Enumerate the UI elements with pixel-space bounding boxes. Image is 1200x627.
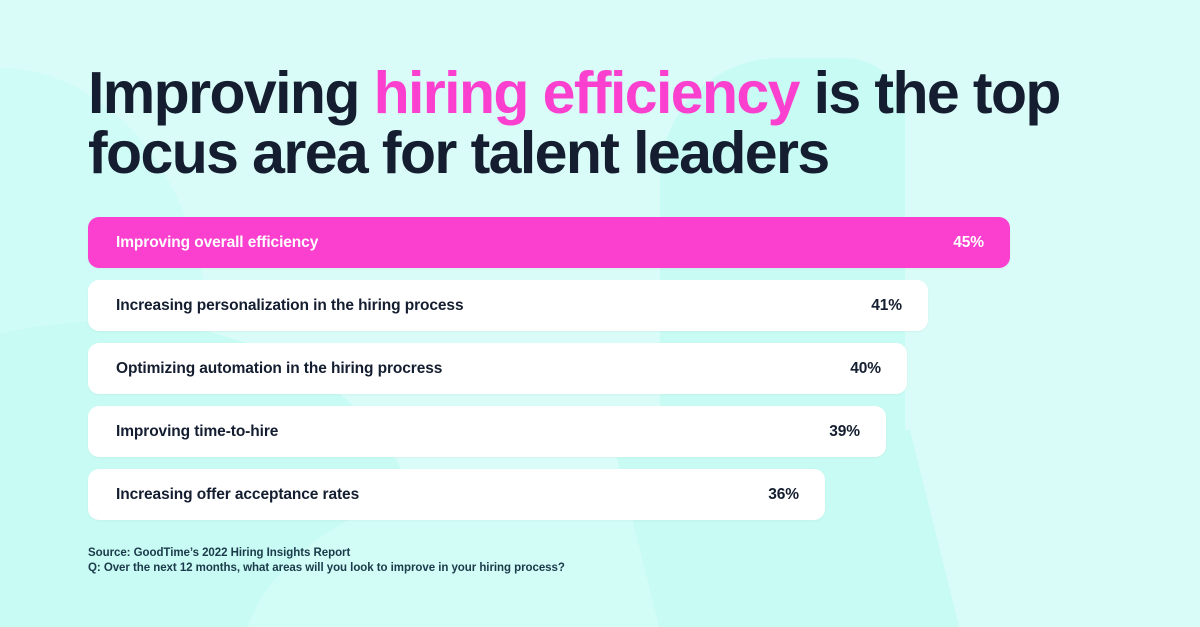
bar-label: Optimizing automation in the hiring proc… bbox=[116, 359, 443, 377]
bar-label: Increasing offer acceptance rates bbox=[116, 485, 360, 503]
bar-label: Improving overall efficiency bbox=[116, 233, 319, 251]
bar-value: 39% bbox=[829, 422, 860, 440]
bar-row: Improving time-to-hire 39% bbox=[88, 406, 886, 457]
bar-label: Increasing personalization in the hiring… bbox=[116, 296, 464, 314]
bar-value: 40% bbox=[850, 359, 881, 377]
bar-label: Improving time-to-hire bbox=[116, 422, 279, 440]
bar-value: 41% bbox=[871, 296, 902, 314]
footnote-source: Source: GoodTime’s 2022 Hiring Insights … bbox=[88, 547, 351, 559]
headline-accent: hiring efficiency bbox=[373, 60, 801, 126]
bar-row: Improving overall efficiency 45% bbox=[88, 217, 1010, 268]
bar-row: Increasing personalization in the hiring… bbox=[88, 280, 928, 331]
page-title: Improving hiring efficiency is the top f… bbox=[88, 0, 1112, 183]
headline-part-1: Improving bbox=[88, 60, 374, 126]
headline-part-2: is the top focus area for talent leaders bbox=[88, 60, 1061, 186]
bar-value: 45% bbox=[953, 233, 984, 251]
bar-value: 36% bbox=[768, 485, 799, 503]
bar-row: Optimizing automation in the hiring proc… bbox=[88, 343, 907, 394]
footnote-question: Q: Over the next 12 months, what areas w… bbox=[88, 562, 565, 574]
horizontal-bar-chart: Improving overall efficiency 45% Increasin… bbox=[88, 217, 1112, 520]
chart-footnote: Source: GoodTime’s 2022 Hiring Insights … bbox=[88, 546, 1112, 576]
bar-row: Increasing offer acceptance rates 36% bbox=[88, 469, 825, 520]
